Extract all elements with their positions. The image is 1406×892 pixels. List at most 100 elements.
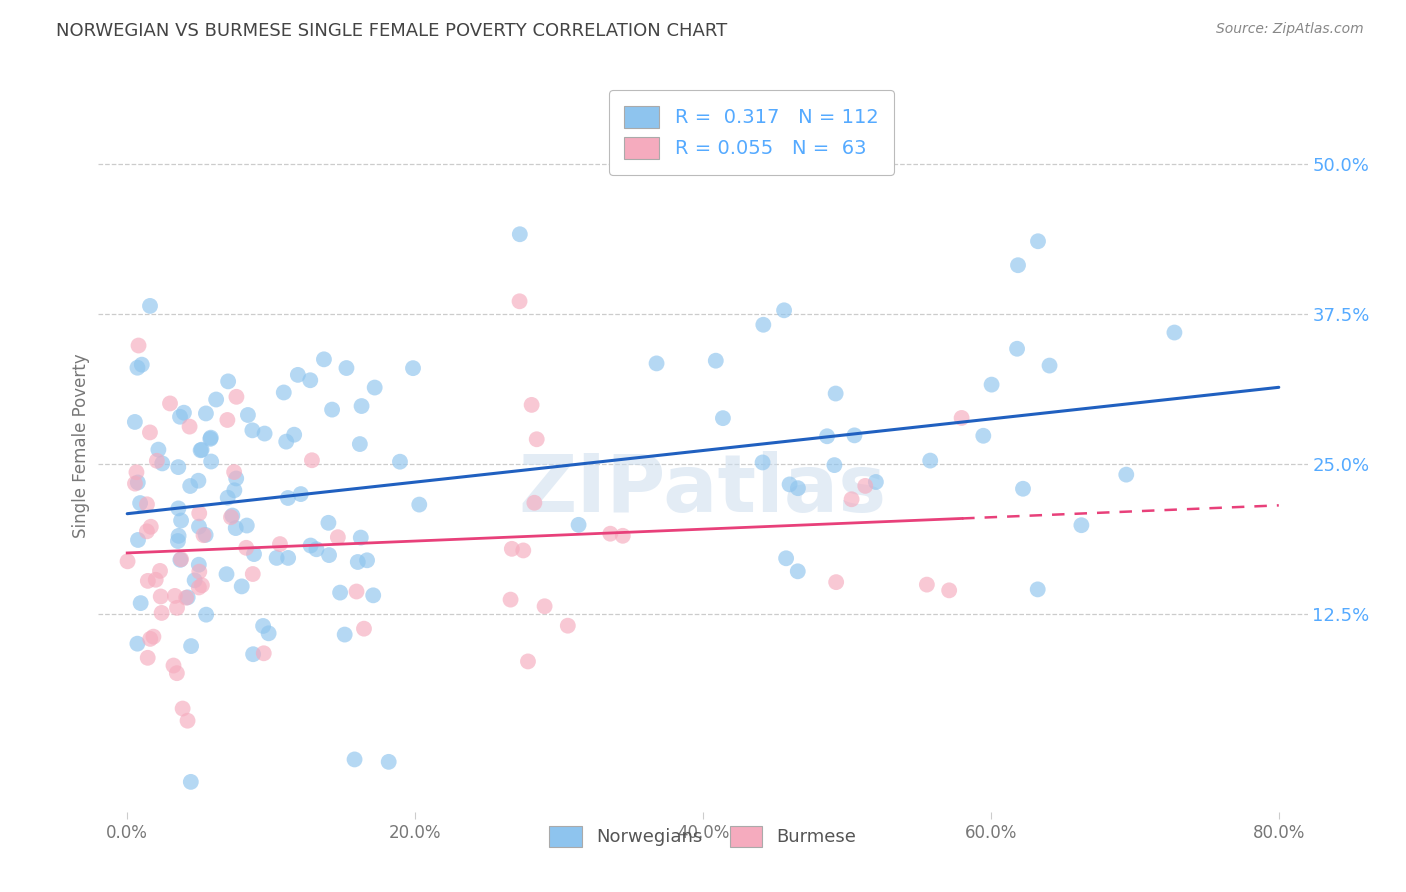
Point: [183, 574, 205, 588]
Legend: Norwegians, Burmese: Norwegians, Burmese: [543, 819, 863, 854]
Point: [172, 701, 194, 715]
Point: [243, 547, 266, 561]
Point: [146, 454, 169, 468]
Point: [512, 543, 534, 558]
Point: [224, 483, 246, 498]
Point: [174, 591, 197, 605]
Point: [645, 356, 668, 370]
Point: [145, 573, 167, 587]
Point: [200, 432, 222, 446]
Point: [162, 658, 184, 673]
Point: [815, 429, 838, 443]
Point: [1026, 582, 1049, 597]
Point: [167, 534, 190, 549]
Point: [170, 514, 193, 528]
Point: [200, 431, 222, 445]
Point: [318, 548, 340, 562]
Point: [225, 390, 247, 404]
Point: [517, 655, 540, 669]
Point: [242, 567, 264, 582]
Point: [533, 599, 555, 614]
Point: [221, 508, 243, 523]
Point: [136, 574, 159, 588]
Point: [350, 399, 373, 413]
Point: [150, 606, 173, 620]
Point: [1012, 482, 1035, 496]
Point: [190, 442, 212, 457]
Point: [346, 555, 368, 569]
Point: [180, 775, 202, 789]
Point: [125, 465, 148, 479]
Point: [326, 530, 349, 544]
Point: [135, 524, 157, 539]
Point: [920, 453, 942, 467]
Point: [349, 437, 371, 451]
Point: [353, 622, 375, 636]
Point: [1005, 342, 1028, 356]
Point: [350, 531, 373, 545]
Point: [269, 537, 291, 551]
Point: [363, 380, 385, 394]
Point: [127, 533, 149, 547]
Point: [321, 402, 343, 417]
Point: [131, 358, 153, 372]
Point: [312, 352, 335, 367]
Point: [557, 618, 579, 632]
Point: [200, 454, 222, 468]
Point: [825, 575, 848, 590]
Point: [180, 639, 202, 653]
Point: [188, 519, 211, 533]
Point: [139, 425, 162, 440]
Point: [217, 413, 239, 427]
Point: [217, 375, 239, 389]
Point: [242, 647, 264, 661]
Point: [333, 627, 356, 641]
Point: [1038, 359, 1060, 373]
Point: [841, 492, 863, 507]
Point: [194, 407, 217, 421]
Point: [775, 551, 797, 566]
Point: [166, 600, 188, 615]
Point: [523, 496, 546, 510]
Point: [499, 592, 522, 607]
Point: [129, 496, 152, 510]
Point: [159, 396, 181, 410]
Point: [915, 577, 938, 591]
Point: [711, 411, 734, 425]
Point: [166, 666, 188, 681]
Point: [1026, 234, 1049, 248]
Point: [752, 318, 775, 332]
Point: [287, 368, 309, 382]
Point: [273, 385, 295, 400]
Point: [567, 517, 589, 532]
Point: [301, 453, 323, 467]
Point: [343, 752, 366, 766]
Point: [139, 299, 162, 313]
Point: [236, 518, 259, 533]
Point: [129, 596, 152, 610]
Point: [290, 487, 312, 501]
Point: [163, 589, 186, 603]
Point: [520, 398, 543, 412]
Point: [318, 516, 340, 530]
Point: [277, 550, 299, 565]
Point: [225, 521, 247, 535]
Point: [124, 476, 146, 491]
Point: [136, 650, 159, 665]
Point: [257, 626, 280, 640]
Point: [253, 646, 276, 660]
Point: [190, 443, 212, 458]
Point: [139, 632, 162, 646]
Point: [509, 294, 531, 309]
Point: [938, 583, 960, 598]
Point: [356, 553, 378, 567]
Point: [191, 578, 214, 592]
Point: [346, 584, 368, 599]
Point: [167, 460, 190, 475]
Point: [224, 465, 246, 479]
Point: [972, 429, 994, 443]
Text: Source: ZipAtlas.com: Source: ZipAtlas.com: [1216, 22, 1364, 37]
Point: [950, 411, 973, 425]
Point: [215, 567, 238, 582]
Point: [188, 506, 211, 520]
